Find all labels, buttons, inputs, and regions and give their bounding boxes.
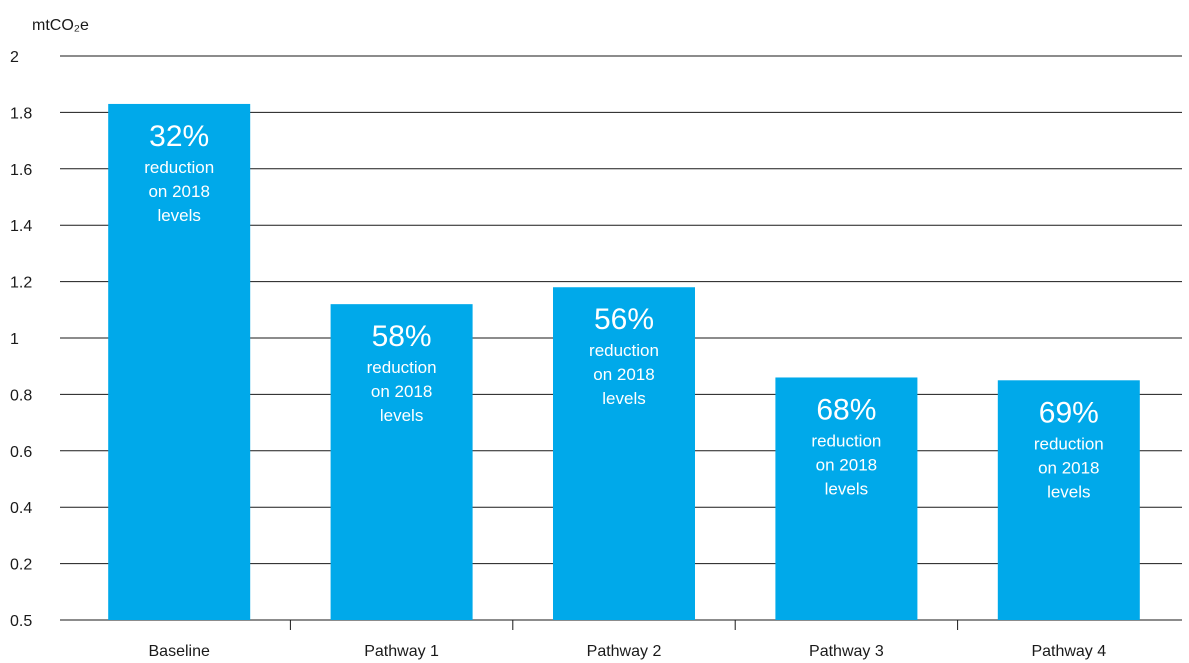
bar	[997, 380, 1140, 620]
bar	[330, 304, 473, 620]
bar-note-line: on 2018	[1038, 458, 1099, 477]
y-tick-label: 0.8	[10, 387, 32, 404]
bar-group: 56% reduction on 2018 levels	[553, 287, 695, 620]
y-tick-label: 1	[10, 331, 19, 348]
y-tick-label: 0.2	[10, 557, 32, 574]
x-category-label: Baseline	[149, 643, 210, 660]
bar-note-line: levels	[602, 389, 645, 408]
y-tick-label: 2	[10, 49, 19, 66]
bar-note-line: reduction	[589, 341, 659, 360]
bar-note-line: reduction	[367, 358, 437, 377]
bar-note-line: reduction	[144, 158, 214, 177]
x-category-label: Pathway 3	[809, 643, 884, 660]
y-tick-label: 0.4	[10, 500, 32, 517]
bar-group: 68% reduction on 2018 levels	[775, 377, 918, 620]
bar-group: 32% reduction on 2018 levels	[108, 103, 251, 620]
bar-note-line: on 2018	[593, 365, 654, 384]
bar-percent-label: 32%	[149, 120, 209, 153]
y-axis-unit-label: mtCO₂e	[32, 17, 89, 34]
bar-note-line: on 2018	[371, 382, 432, 401]
bar-percent-label: 68%	[816, 393, 876, 426]
y-tick-label: 1.8	[10, 105, 32, 122]
bar-note-line: on 2018	[148, 182, 209, 201]
x-category-label: Pathway 2	[587, 643, 662, 660]
bar-percent-label: 69%	[1039, 396, 1099, 429]
bar-note-line: levels	[1047, 482, 1090, 501]
y-tick-label: 1.6	[10, 162, 32, 179]
bar-percent-label: 58%	[372, 320, 432, 353]
bar-note-line: levels	[380, 406, 423, 425]
y-tick-label: 1.2	[10, 275, 32, 292]
bar	[108, 103, 251, 620]
x-category-label: Pathway 1	[364, 643, 439, 660]
y-tick-label: 0.6	[10, 444, 32, 461]
bar	[553, 287, 695, 620]
bars: 32% reduction on 2018 levels 58% reduction on …	[108, 103, 1140, 620]
y-tick-label: 0.5	[10, 613, 32, 630]
x-category-label: Pathway 4	[1031, 643, 1106, 660]
x-axis: Baseline Pathway 1 Pathway 2 Pathway 3 Pathw…	[149, 620, 1106, 660]
y-tick-label: 1.4	[10, 218, 32, 235]
bar-group: 69% reduction on 2018 levels	[997, 380, 1140, 620]
y-axis-ticks: 0.5 0.2 0.4 0.6 0.8 1 1.2 1.4 1.6 1.8 2	[10, 49, 32, 630]
bar	[775, 377, 918, 620]
bar-note-line: on 2018	[816, 455, 877, 474]
bar-note-line: reduction	[811, 431, 881, 450]
bar-group: 58% reduction on 2018 levels	[330, 304, 473, 620]
bar-note-line: levels	[157, 206, 200, 225]
bar-percent-label: 56%	[594, 303, 654, 336]
bar-note-line: levels	[825, 479, 868, 498]
bar-note-line: reduction	[1034, 434, 1104, 453]
